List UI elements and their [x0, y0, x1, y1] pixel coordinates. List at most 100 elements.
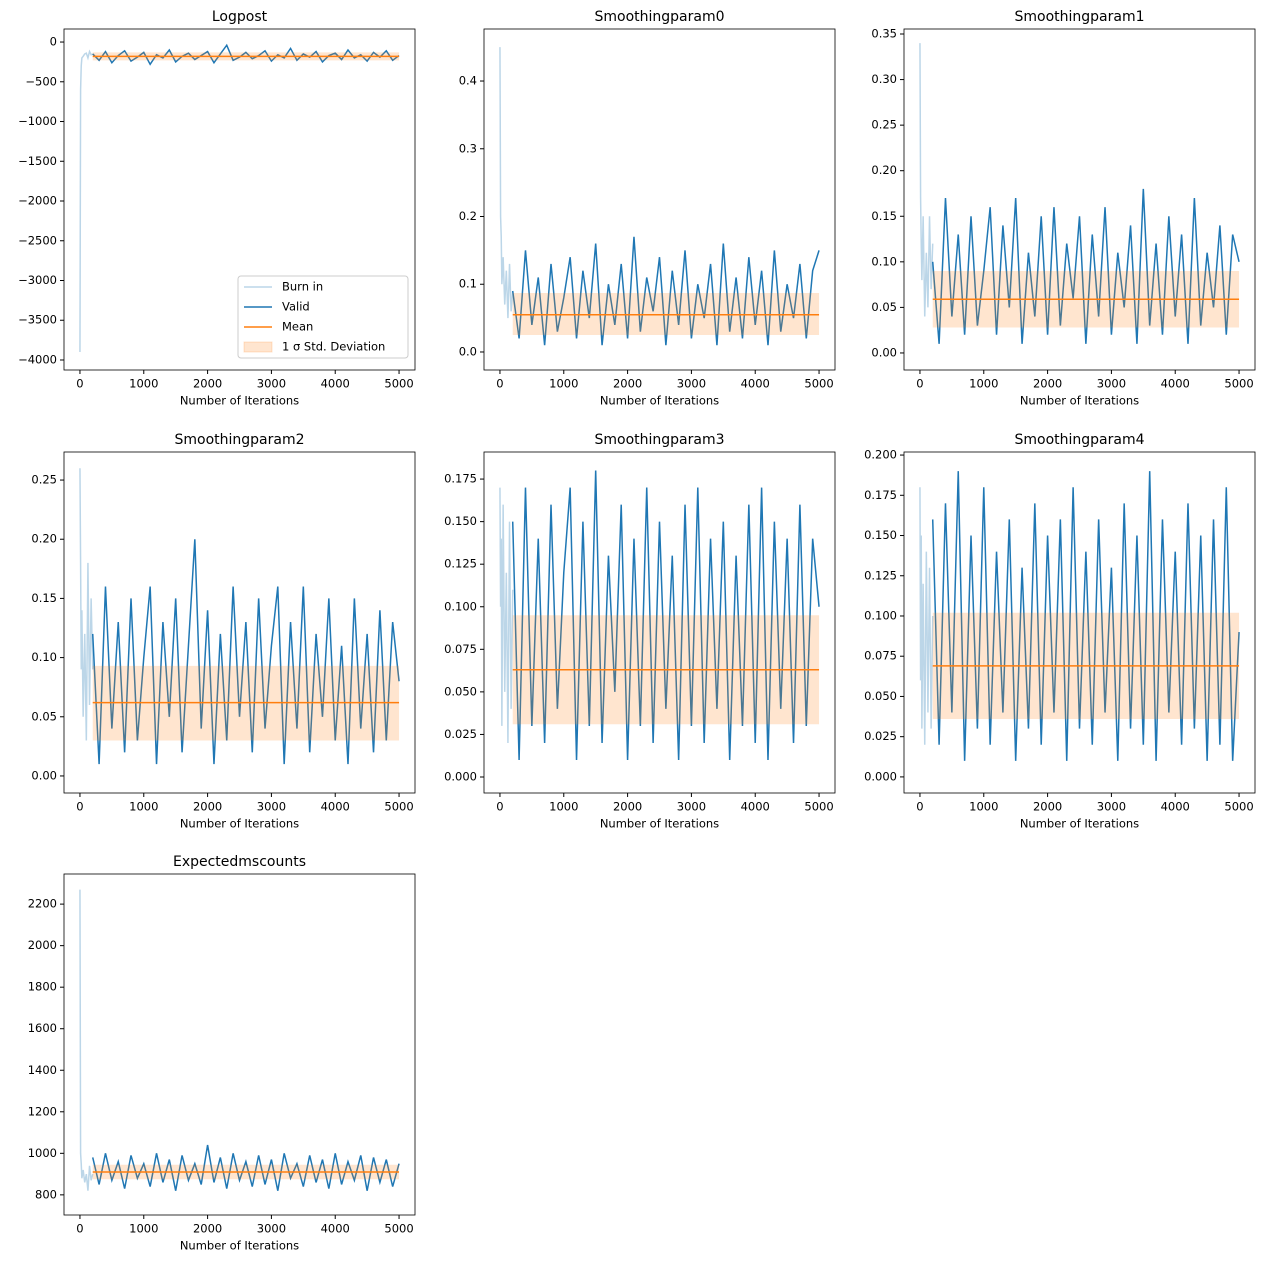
y-tick-label: 0.200 — [864, 448, 897, 462]
x-tick-label: 4000 — [321, 1222, 350, 1236]
y-tick-label: 2000 — [28, 938, 57, 952]
axes-frame — [483, 28, 836, 371]
y-tick-label: 0.25 — [871, 118, 897, 132]
x-tick-label: 4000 — [741, 377, 770, 391]
x-tick-label: 5000 — [804, 377, 833, 391]
legend-label: 1 σ Std. Deviation — [282, 340, 385, 354]
x-tick-label: 5000 — [384, 377, 413, 391]
y-tick-label: 1400 — [28, 1063, 57, 1077]
y-tick-label: −3500 — [18, 313, 57, 327]
x-tick-label: 3000 — [257, 1222, 286, 1236]
chart-title: Smoothingparam2 — [174, 432, 304, 448]
y-tick-label: 0.35 — [871, 27, 897, 41]
y-tick-label: 0.000 — [444, 769, 477, 783]
x-tick-label: 2000 — [193, 1222, 222, 1236]
x-tick-label: 1000 — [129, 800, 158, 814]
x-tick-label: 5000 — [384, 800, 413, 814]
std-band — [512, 615, 820, 725]
trace-line — [511, 470, 820, 760]
x-axis-label: Number of Iterations — [600, 394, 719, 408]
x-tick-label: 5000 — [804, 800, 833, 814]
legend-label: Mean — [282, 320, 313, 334]
chart-title: Smoothingparam0 — [594, 9, 724, 25]
y-tick-label: 1600 — [28, 1021, 57, 1035]
y-tick-label: 0.3 — [459, 141, 477, 155]
y-tick-label: 0.050 — [864, 689, 897, 703]
x-tick-label: 2000 — [613, 800, 642, 814]
y-tick-label: −500 — [25, 74, 57, 88]
y-tick-label: 2200 — [28, 897, 57, 911]
y-tick-label: 0 — [50, 35, 57, 49]
y-tick-label: 0.20 — [871, 163, 897, 177]
y-tick-label: 0.150 — [444, 514, 477, 528]
y-tick-label: −2500 — [18, 233, 57, 247]
y-tick-label: 0.25 — [31, 473, 57, 487]
x-axis-label: Number of Iterations — [180, 1239, 299, 1253]
legend-label: Valid — [282, 300, 310, 314]
x-tick-label: 2000 — [613, 377, 642, 391]
y-tick-label: 0.0 — [459, 344, 477, 358]
y-tick-label: 800 — [35, 1187, 57, 1201]
subplot: Logpost Number of Iterations 0 1000 2000 3000… — [18, 9, 416, 408]
trace-line — [931, 188, 1240, 344]
x-tick-label: 1000 — [549, 800, 578, 814]
x-tick-label: 0 — [496, 800, 503, 814]
y-tick-label: 0.125 — [444, 557, 477, 571]
x-tick-label: 1000 — [969, 377, 998, 391]
plot-area — [79, 43, 400, 353]
subplot: Smoothingparam0 Number of Iterations 0 1000… — [459, 9, 836, 408]
trace-line — [91, 1144, 400, 1191]
subplot: Expectedmscounts Number of Iterations 0 100… — [28, 854, 416, 1253]
chart-title: Smoothingparam1 — [1014, 9, 1144, 25]
y-tick-label: −1000 — [18, 114, 57, 128]
x-tick-label: 3000 — [1097, 800, 1126, 814]
y-tick-label: −2000 — [18, 194, 57, 208]
y-tick-label: 0.175 — [444, 472, 477, 486]
x-axis-label: Number of Iterations — [180, 817, 299, 831]
x-axis-label: Number of Iterations — [1020, 817, 1139, 831]
y-tick-label: 1800 — [28, 980, 57, 994]
std-band — [512, 293, 820, 336]
y-tick-label: −4000 — [18, 352, 57, 366]
y-tick-label: 0.175 — [864, 488, 897, 502]
x-tick-label: 3000 — [1097, 377, 1126, 391]
y-tick-label: 0.000 — [864, 769, 897, 783]
axes-frame — [63, 28, 416, 371]
plot-area — [919, 471, 1240, 761]
x-tick-label: 2000 — [193, 377, 222, 391]
trace-line — [919, 43, 934, 317]
y-tick-label: 0.30 — [871, 72, 897, 86]
x-axis-label: Number of Iterations — [1020, 394, 1139, 408]
x-tick-label: 0 — [916, 800, 923, 814]
y-tick-label: 0.075 — [444, 642, 477, 656]
chart-title: Logpost — [212, 9, 268, 25]
y-tick-label: 0.050 — [444, 684, 477, 698]
y-tick-label: 0.00 — [31, 768, 57, 782]
y-tick-label: 0.05 — [871, 300, 897, 314]
x-tick-label: 0 — [496, 377, 503, 391]
axes-frame — [63, 451, 416, 794]
subplot: Smoothingparam1 Number of Iterations 0 1000… — [871, 9, 1256, 408]
x-tick-label: 1000 — [549, 377, 578, 391]
x-axis-label: Number of Iterations — [600, 817, 719, 831]
y-tick-label: −1500 — [18, 154, 57, 168]
x-tick-label: 0 — [76, 800, 83, 814]
axes-frame — [63, 873, 416, 1216]
y-tick-label: 1200 — [28, 1104, 57, 1118]
y-tick-label: 0.15 — [871, 209, 897, 223]
x-tick-label: 5000 — [1224, 377, 1253, 391]
x-tick-label: 3000 — [257, 377, 286, 391]
y-tick-label: 0.1 — [459, 277, 477, 291]
x-tick-label: 4000 — [1161, 377, 1190, 391]
y-tick-label: 0.10 — [31, 650, 57, 664]
y-tick-label: 0.125 — [864, 568, 897, 582]
x-tick-label: 5000 — [384, 1222, 413, 1236]
trace-line — [511, 236, 820, 346]
y-tick-label: 0.025 — [444, 727, 477, 741]
trace-line — [499, 487, 514, 743]
x-tick-label: 2000 — [1033, 377, 1062, 391]
subplot: Smoothingparam4 Number of Iterations 0 1000… — [864, 432, 1256, 831]
trace-line — [919, 487, 934, 745]
y-tick-label: 1000 — [28, 1146, 57, 1160]
y-tick-label: 0.150 — [864, 528, 897, 542]
